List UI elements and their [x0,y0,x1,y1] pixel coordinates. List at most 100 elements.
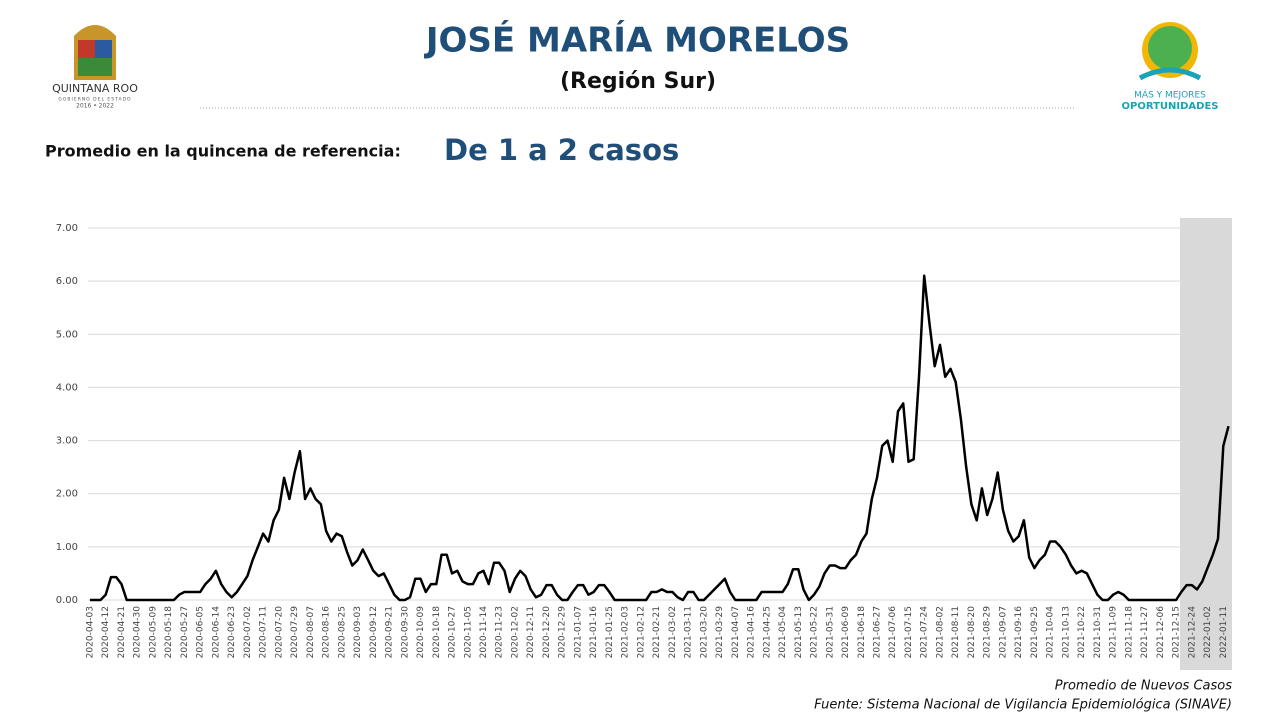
x-tick-label: 2021-10-04 [1046,606,1056,659]
y-tick-label: 0.00 [56,595,78,606]
x-tick-label: 2021-10-13 [1061,606,1071,658]
x-tick-label: 2021-01-16 [589,606,599,659]
y-tick-label: 7.00 [56,223,78,234]
x-tick-label: 2020-05-18 [164,606,174,659]
x-tick-label: 2022-01-02 [1203,606,1213,658]
x-tick-label: 2021-12-24 [1187,606,1197,659]
x-tick-label: 2020-09-03 [353,606,363,658]
x-tick-label: 2020-07-29 [290,606,300,659]
x-tick-label: 2021-05-22 [810,606,820,658]
title: JOSÉ MARÍA MORELOS [424,20,850,61]
x-tick-label: 2021-11-18 [1124,606,1134,659]
x-tick-label: 2021-06-18 [857,606,867,659]
x-tick-label: 2020-09-30 [400,606,410,659]
logo-text: MÁS Y MEJORES [1134,89,1206,101]
x-tick-label: 2021-11-09 [1109,606,1119,659]
x-tick-label: 2020-08-25 [337,606,347,658]
logo-quarter [78,58,112,76]
x-tick-label: 2020-10-09 [416,606,426,659]
x-tick-label: 2020-05-09 [148,606,158,659]
x-tick-label: 2020-06-14 [211,606,221,659]
x-tick-label: 2021-08-29 [983,606,993,659]
x-tick-label: 2020-04-30 [133,606,143,659]
x-tick-label: 2020-08-16 [322,606,332,659]
x-tick-label: 2021-03-20 [699,606,709,659]
x-tick-label: 2020-12-11 [526,606,536,658]
x-tick-label: 2020-04-03 [86,606,96,658]
x-tick-label: 2021-02-03 [621,606,631,658]
x-tick-label: 2020-12-29 [558,606,568,659]
x-tick-label: 2021-09-16 [1014,606,1024,659]
x-tick-label: 2021-01-07 [573,606,583,658]
logo-text: QUINTANA ROO [52,82,138,95]
x-tick-label: 2020-04-12 [101,606,111,658]
y-tick-label: 6.00 [56,276,78,287]
x-tick-label: 2022-01-11 [1219,606,1229,658]
x-tick-label: 2021-06-09 [841,606,851,659]
x-tick-label: 2021-08-20 [967,606,977,659]
x-tick-label: 2020-07-11 [259,606,269,658]
x-tick-label: 2020-12-20 [542,606,552,659]
x-tick-label: 2021-09-07 [998,606,1008,658]
x-tick-label: 2021-07-15 [904,606,914,658]
x-tick-label: 2021-03-11 [684,606,694,658]
x-tick-label: 2021-01-25 [605,606,615,658]
x-tick-label: 2020-10-18 [432,606,442,659]
y-tick-label: 3.00 [56,436,78,447]
x-tick-label: 2020-07-20 [274,606,284,659]
x-tick-label: 2020-11-23 [495,606,505,658]
x-tick-label: 2020-12-02 [510,606,520,658]
logo-text: GOBIERNO DEL ESTADO [58,97,131,103]
x-tick-label: 2021-02-12 [636,606,646,658]
summary-value: De 1 a 2 casos [444,133,679,167]
logo-text: 2016 • 2022 [76,103,114,110]
logo-left: QUINTANA ROO GOBIERNO DEL ESTADO 2016 • … [52,25,138,110]
logo-right: MÁS Y MEJORES OPORTUNIDADES [1122,22,1219,112]
logo-text: OPORTUNIDADES [1122,101,1219,112]
x-tick-label: 2020-06-23 [227,606,237,658]
logo-tree [1148,26,1192,70]
x-tick-label: 2020-11-05 [463,606,473,658]
x-tick-label: 2021-08-02 [935,606,945,658]
summary-label: Promedio en la quincena de referencia: [45,142,401,161]
y-tick-label: 5.00 [56,329,78,340]
x-tick-label: 2021-10-31 [1093,606,1103,658]
x-tick-label: 2021-06-27 [873,606,883,658]
x-tick-label: 2021-03-29 [715,606,725,659]
y-tick-label: 1.00 [56,542,78,553]
x-tick-label: 2020-07-02 [243,606,253,658]
y-tick-label: 4.00 [56,382,78,393]
logo-quarter [78,40,95,58]
x-tick-label: 2021-07-06 [888,606,898,659]
x-tick-label: 2021-05-31 [825,606,835,658]
note: Promedio de Nuevos Casos [1055,679,1232,694]
logo-quarter [95,40,112,58]
x-tick-label: 2021-03-02 [668,606,678,658]
x-tick-label: 2021-05-04 [778,606,788,659]
x-tick-label: 2021-12-06 [1156,606,1166,659]
x-tick-label: 2021-11-27 [1140,606,1150,658]
x-tick-label: 2020-06-05 [196,606,206,658]
logo-wave [1138,67,1202,81]
x-tick-label: 2021-08-11 [951,606,961,658]
x-tick-label: 2020-04-21 [117,606,127,658]
x-tick-label: 2021-09-25 [1030,606,1040,658]
x-tick-label: 2021-12-15 [1172,606,1182,658]
x-tick-label: 2020-05-27 [180,606,190,658]
y-tick-label: 2.00 [56,489,78,500]
x-tick-label: 2021-04-25 [762,606,772,658]
x-tick-label: 2021-04-07 [731,606,741,658]
subtitle: (Región Sur) [560,69,716,94]
x-tick-label: 2021-10-22 [1077,606,1087,658]
x-tick-label: 2020-10-27 [448,606,458,658]
x-tick-label: 2020-08-07 [306,606,316,658]
x-tick-label: 2020-09-12 [369,606,379,658]
x-tick-label: 2021-04-16 [747,606,757,659]
x-tick-label: 2020-09-21 [385,606,395,658]
x-tick-label: 2021-02-21 [652,606,662,658]
note: Fuente: Sistema Nacional de Vigilancia E… [814,698,1232,713]
x-tick-label: 2021-05-13 [794,606,804,658]
data-line [90,274,1230,602]
x-tick-label: 2021-07-24 [920,606,930,659]
